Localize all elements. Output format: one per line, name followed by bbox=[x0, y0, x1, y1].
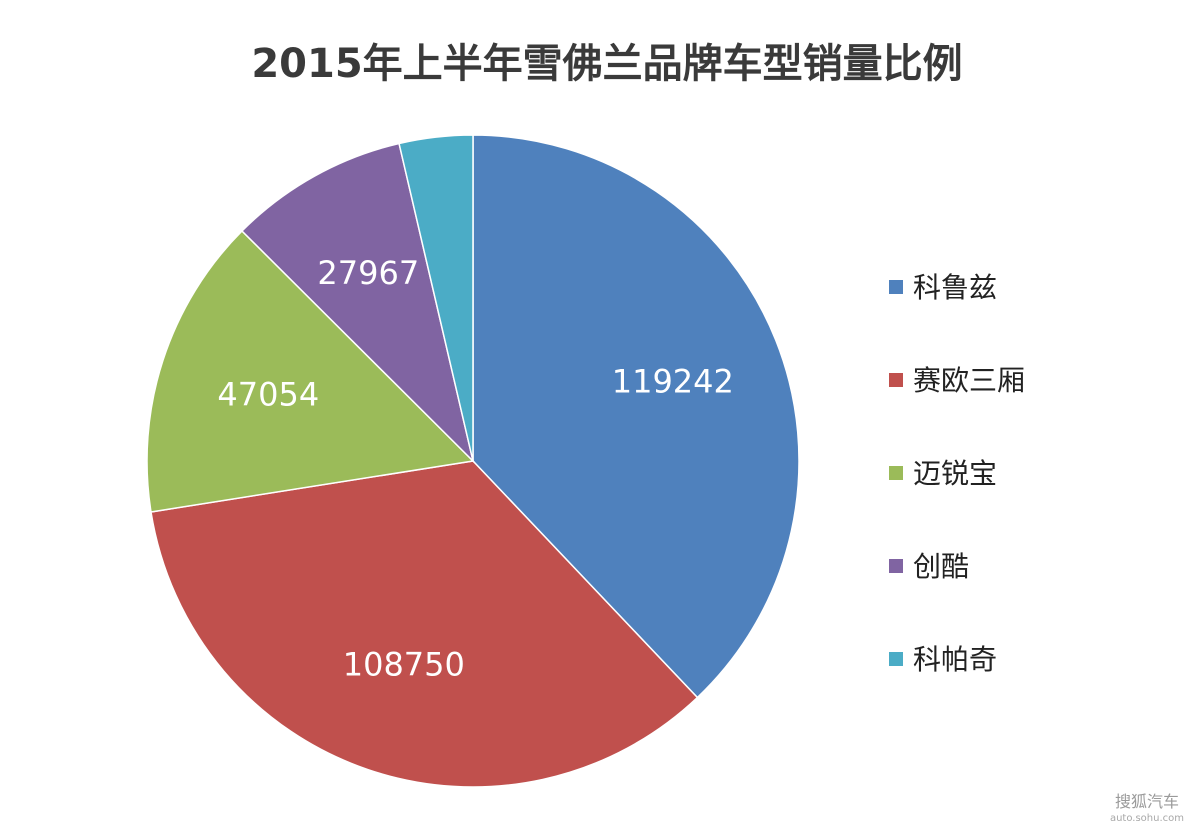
legend-label-4: 创酷 bbox=[913, 550, 969, 583]
pie-slice-2 bbox=[150, 460, 699, 788]
pie-data-labels: 119242 108750 47054 27967 11451 bbox=[217, 90, 733, 683]
pie-slice-3 bbox=[146, 229, 475, 513]
legend-swatch-2 bbox=[889, 373, 903, 387]
watermark-url: auto.sohu.com bbox=[1110, 813, 1184, 824]
legend-swatch-1 bbox=[889, 280, 903, 294]
legend-swatch-4 bbox=[889, 559, 903, 573]
legend-swatch-5 bbox=[889, 652, 903, 666]
data-label-4: 27967 bbox=[317, 254, 419, 292]
legend-label-3: 迈锐宝 bbox=[913, 457, 997, 490]
pie-slice-1 bbox=[472, 134, 800, 699]
legend-label-1: 科鲁兹 bbox=[913, 271, 997, 304]
watermark-brand: 搜狐汽车 bbox=[1115, 792, 1179, 811]
legend-label-2: 赛欧三厢 bbox=[913, 364, 1025, 397]
pie-slice-5 bbox=[398, 134, 474, 462]
legend-swatch-3 bbox=[889, 466, 903, 480]
chart-title: 2015年上半年雪佛兰品牌车型销量比例 bbox=[251, 41, 962, 87]
data-label-2: 108750 bbox=[343, 646, 465, 684]
data-label-5: 11451 bbox=[337, 90, 439, 128]
data-label-3: 47054 bbox=[217, 376, 319, 414]
data-label-1: 119242 bbox=[612, 362, 734, 400]
sohu-auto-watermark: 搜狐汽车 auto.sohu.com bbox=[1110, 792, 1184, 824]
pie-slice-4 bbox=[240, 142, 475, 464]
legend-label-5: 科帕奇 bbox=[913, 643, 997, 676]
pie-slices bbox=[146, 134, 800, 788]
